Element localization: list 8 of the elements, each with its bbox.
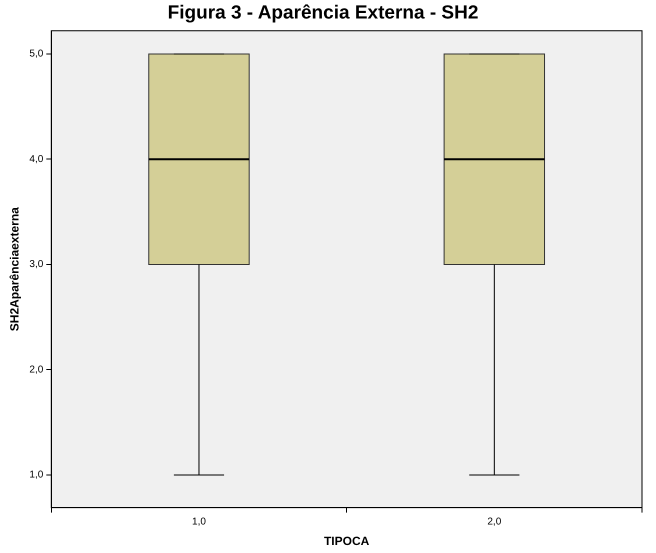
y-tick-label: 3,0 [29,259,44,270]
y-axis-title: SH2Aparênciaexterna [8,206,22,332]
y-tick-label: 4,0 [29,154,44,165]
y-tick-label: 1,0 [29,470,44,481]
y-tick-label: 5,0 [29,48,44,60]
chart-title: Figura 3 - Aparência Externa - SH2 [168,2,478,24]
y-tick-label: 2,0 [29,364,44,376]
x-axis-title: TIPOCA [324,534,370,548]
